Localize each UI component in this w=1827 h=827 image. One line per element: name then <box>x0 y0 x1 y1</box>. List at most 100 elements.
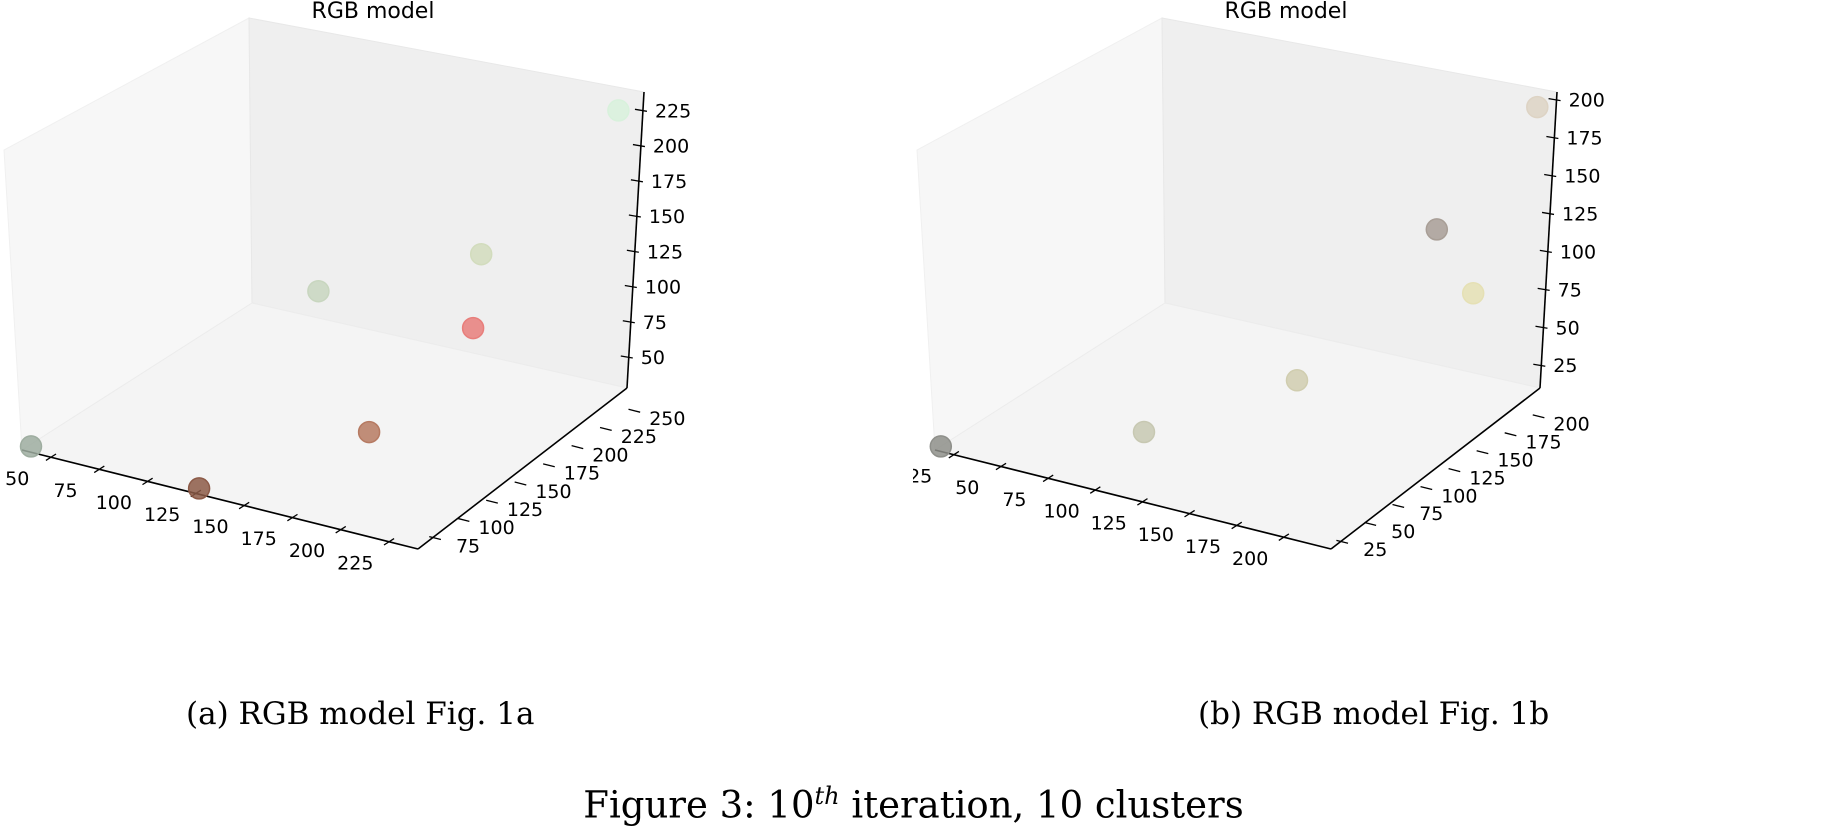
data-point <box>19 435 43 458</box>
y-tick-label: 200 <box>1553 414 1589 436</box>
x-tick-label: 175 <box>241 528 277 550</box>
data-point <box>187 477 211 500</box>
subfigure-caption-b: (b) RGB model Fig. 1b <box>1198 696 1550 732</box>
x-tick-mark <box>45 453 57 462</box>
x-tick-label: 125 <box>1091 512 1127 534</box>
x-tick-mark <box>995 462 1007 471</box>
x-tick-mark <box>1089 486 1101 494</box>
z-tick-label: 100 <box>645 277 681 299</box>
z-tick-mark <box>1533 363 1546 367</box>
data-point <box>1132 420 1156 444</box>
y-tick-mark <box>1448 468 1461 473</box>
z-tick-mark <box>630 179 644 183</box>
data-point <box>607 99 630 122</box>
y-tick-mark <box>514 481 527 486</box>
x-tick-label: 75 <box>53 480 77 502</box>
y-tick-mark <box>571 445 584 450</box>
data-point <box>357 420 381 444</box>
z-tick-mark <box>1548 97 1561 102</box>
z-tick-label: 100 <box>1560 241 1596 263</box>
z-tick-label: 175 <box>651 171 687 193</box>
y-tick-mark <box>1420 485 1433 491</box>
z-tick-label: 150 <box>1564 165 1600 187</box>
chart-3d-scatter-a: 5075100125150175200225751001251501752002… <box>3 0 691 574</box>
y-tick-label: 150 <box>1497 449 1533 471</box>
x-tick-label: 100 <box>96 492 132 514</box>
z-tick-label: 200 <box>653 136 689 158</box>
y-tick-mark <box>1476 450 1489 455</box>
z-tick-mark <box>624 284 637 289</box>
z-tick-mark <box>626 249 639 253</box>
x-tick-mark <box>1184 509 1195 518</box>
figure-caption: Figure 3: 10th iteration, 10 clusters <box>0 782 1827 826</box>
z-tick-mark <box>622 320 635 324</box>
x-tick-mark <box>335 525 347 534</box>
x-tick-mark <box>287 513 298 522</box>
z-axis-line <box>1539 91 1558 389</box>
x-tick-label: 50 <box>955 477 979 499</box>
y-tick-label: 100 <box>478 517 514 539</box>
y-tick-mark <box>1532 414 1545 419</box>
data-point <box>307 279 330 303</box>
y-tick-label: 25 <box>1363 539 1387 561</box>
y-tick-mark <box>599 426 612 432</box>
figure-caption-superscript: th <box>814 782 840 810</box>
x-tick-label: 200 <box>289 540 325 562</box>
z-tick-label: 150 <box>649 206 685 228</box>
y-tick-label: 75 <box>456 535 480 557</box>
z-tick-label: 50 <box>1555 317 1579 339</box>
x-tick-mark <box>383 537 395 546</box>
x-axis-line <box>21 449 419 550</box>
z-tick-label: 125 <box>647 241 683 263</box>
data-point <box>1425 218 1449 241</box>
x-tick-label: 150 <box>192 516 228 538</box>
x-tick-label: 150 <box>1138 524 1174 546</box>
y-tick-mark <box>429 535 442 541</box>
data-point <box>461 316 485 340</box>
chart-title: RGB model <box>1225 0 1348 24</box>
x-tick-label: 25 <box>913 465 932 487</box>
x-tick-label: 225 <box>337 552 373 574</box>
figure-caption-prefix: Figure 3: 10 <box>583 783 815 827</box>
y-tick-label: 150 <box>535 481 571 503</box>
chart-title: RGB model <box>312 0 435 24</box>
y-tick-label: 100 <box>1441 485 1477 507</box>
y-tick-label: 75 <box>1419 503 1443 525</box>
x-tick-mark <box>948 450 960 459</box>
y-tick-label: 200 <box>592 444 628 466</box>
z-tick-mark <box>632 143 646 148</box>
x-tick-mark <box>1278 533 1290 541</box>
z-tick-mark <box>1546 135 1559 140</box>
y-tick-mark <box>1392 503 1405 509</box>
z-tick-mark <box>1539 249 1552 254</box>
x-tick-mark <box>1231 521 1243 530</box>
chart-panel-a: 50 75 100 125 150 175 200 225 75 100 125 150 175 200 2… <box>0 0 913 700</box>
z-tick-mark <box>1541 211 1555 216</box>
x-tick-mark <box>1137 498 1148 506</box>
z-tick-label: 50 <box>641 347 665 369</box>
z-tick-mark <box>634 108 648 112</box>
y-tick-label: 125 <box>1469 467 1505 489</box>
z-tick-label: 200 <box>1569 90 1605 112</box>
x-tick-mark <box>142 477 153 486</box>
data-point <box>929 435 953 458</box>
x-tick-mark <box>1042 474 1054 483</box>
x-tick-label: 200 <box>1232 548 1268 570</box>
y-tick-label: 225 <box>621 426 657 448</box>
y-tick-mark <box>486 499 498 504</box>
z-tick-label: 25 <box>1553 355 1577 377</box>
x-tick-label: 125 <box>144 504 180 526</box>
z-tick-mark <box>1544 173 1557 178</box>
x-tick-mark <box>93 465 105 474</box>
z-tick-label: 175 <box>1566 128 1602 150</box>
y-tick-mark <box>628 408 641 413</box>
figure-caption-suffix: iteration, 10 clusters <box>839 783 1244 827</box>
y-tick-mark <box>1504 432 1517 437</box>
y-tick-mark <box>542 463 555 468</box>
data-point <box>469 242 493 266</box>
data-point <box>1285 369 1309 392</box>
z-tick-mark <box>1535 325 1548 329</box>
z-tick-label: 125 <box>1562 203 1598 225</box>
z-tick-label: 75 <box>643 312 667 334</box>
